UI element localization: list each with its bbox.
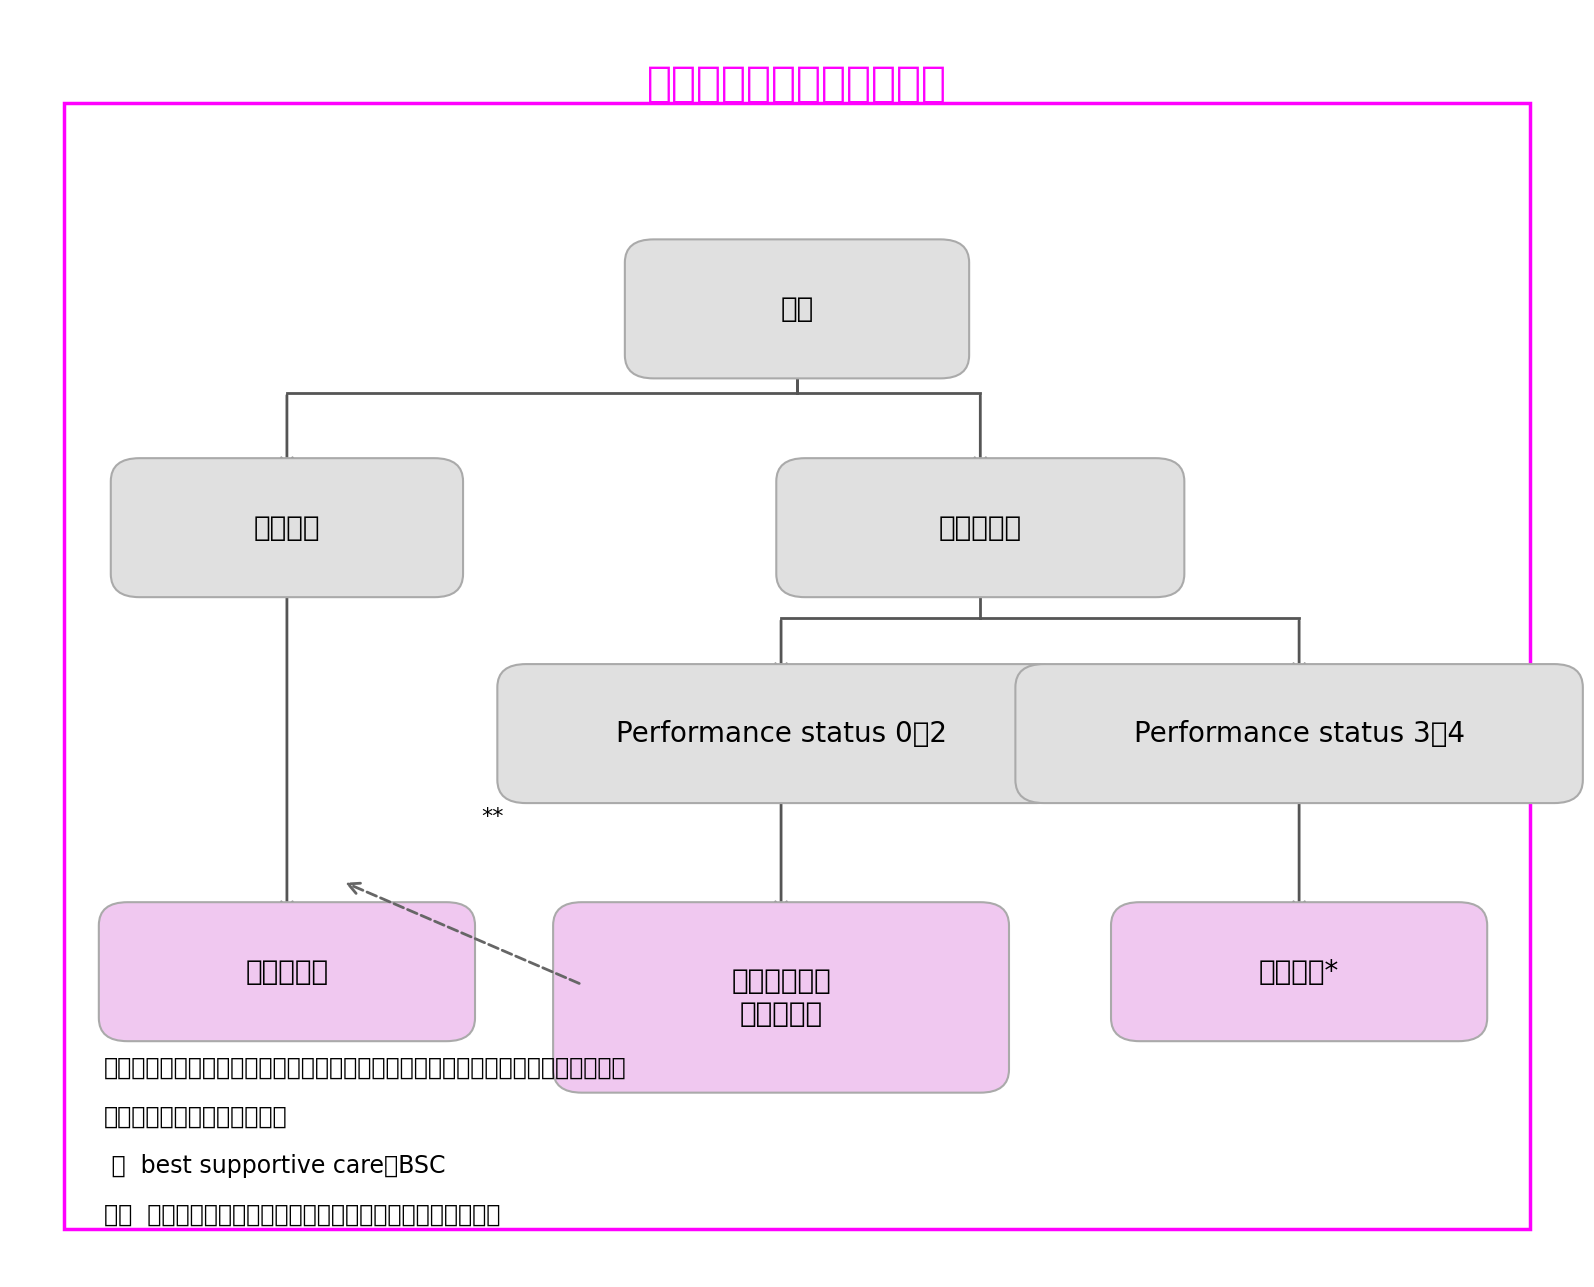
FancyBboxPatch shape bbox=[1015, 664, 1583, 803]
FancyBboxPatch shape bbox=[497, 664, 1065, 803]
Text: **: ** bbox=[481, 807, 504, 828]
Text: 切除不可能: 切除不可能 bbox=[939, 514, 1022, 542]
FancyBboxPatch shape bbox=[625, 239, 969, 378]
FancyBboxPatch shape bbox=[112, 458, 462, 597]
Text: 切除可能であれば考慮する。: 切除可能であれば考慮する。 bbox=[104, 1106, 287, 1129]
FancyBboxPatch shape bbox=[553, 902, 1009, 1093]
FancyBboxPatch shape bbox=[776, 458, 1184, 597]
Text: ＊＊  全身薬物療法の奏効により切除可能となる場合がある。: ＊＊ 全身薬物療法の奏効により切除可能となる場合がある。 bbox=[104, 1203, 501, 1227]
Text: 外科的切除: 外科的切除 bbox=[245, 958, 328, 986]
Text: 対症療法*: 対症療法* bbox=[1259, 958, 1339, 986]
Text: Performance status 3～4: Performance status 3～4 bbox=[1133, 719, 1465, 748]
Text: 再発: 再発 bbox=[781, 295, 813, 323]
FancyBboxPatch shape bbox=[1111, 902, 1487, 1041]
FancyBboxPatch shape bbox=[99, 902, 475, 1041]
Text: 切除可能: 切除可能 bbox=[253, 514, 320, 542]
Text: 全身薬物療法
放射線療法: 全身薬物療法 放射線療法 bbox=[732, 968, 830, 1027]
Text: ＊  best supportive care：BSC: ＊ best supportive care：BSC bbox=[104, 1154, 445, 1178]
FancyBboxPatch shape bbox=[64, 103, 1530, 1229]
Text: Performance status 0～2: Performance status 0～2 bbox=[615, 719, 947, 748]
Text: 手術療法は原則的に１蟓器に限局したものが対象であるが，２蟓器以上であっても: 手術療法は原則的に１蟓器に限局したものが対象であるが，２蟓器以上であっても bbox=[104, 1057, 626, 1080]
Text: 「再発大腸癌の治療方针」: 「再発大腸癌の治療方针」 bbox=[647, 63, 947, 104]
